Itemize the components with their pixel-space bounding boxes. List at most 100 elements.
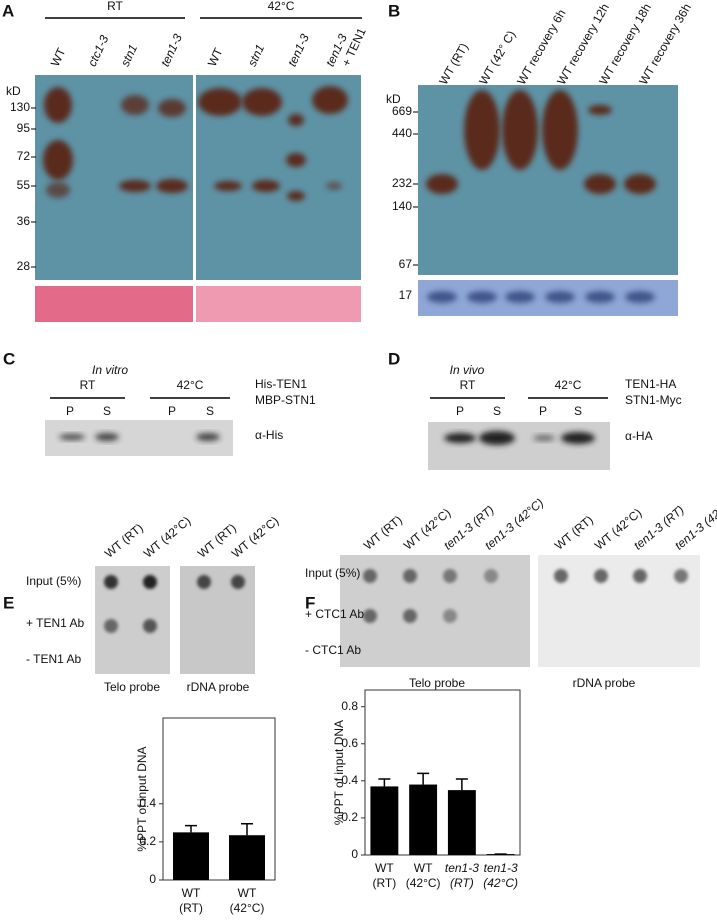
column-label: WT (42°C) <box>141 514 193 561</box>
marker-label: 67 <box>399 257 413 271</box>
row-label: + CTC1 Ab <box>305 607 364 621</box>
y-tick-label: 0 <box>351 847 358 861</box>
band <box>479 431 515 445</box>
band <box>545 291 575 303</box>
row-label: - CTC1 Ab <box>305 643 361 657</box>
x-tick-label: ten1-3 <box>484 861 518 875</box>
marker-label: 17 <box>399 288 413 302</box>
x-tick-label: WT <box>238 886 257 900</box>
lane-label: S <box>574 404 582 418</box>
y-tick-label: 0.4 <box>341 773 358 787</box>
bar <box>173 832 209 880</box>
ponceau-a-42 <box>196 286 361 322</box>
band <box>196 433 220 441</box>
band <box>158 99 186 117</box>
marker-label: 72 <box>17 149 31 163</box>
panel-label: E <box>3 593 14 612</box>
band <box>119 180 151 192</box>
construct-label: MBP-STN1 <box>255 393 316 407</box>
band <box>252 180 280 192</box>
group-label: 42°C <box>177 378 204 392</box>
marker-label: 669 <box>392 104 412 118</box>
probe-label: Telo probe <box>104 680 160 694</box>
bar <box>409 784 438 855</box>
band <box>505 291 535 303</box>
marker-label: 130 <box>10 100 30 114</box>
bar <box>447 790 476 855</box>
lane-label: WT <box>48 45 69 68</box>
error-bar <box>417 772 430 785</box>
band <box>286 153 306 167</box>
dot <box>554 569 568 583</box>
marker-unit: kD <box>386 92 401 106</box>
row-label: - TEN1 Ab <box>26 652 81 666</box>
x-tick-label: WT <box>182 886 201 900</box>
plot-frame <box>364 689 521 856</box>
row-label: Input (5%) <box>26 574 81 588</box>
y-tick-label: 0.6 <box>341 736 358 750</box>
marker-label: 95 <box>17 121 31 135</box>
divider <box>193 75 196 322</box>
band <box>533 435 555 441</box>
band <box>198 88 242 116</box>
blot-d <box>428 422 610 470</box>
band <box>214 181 242 191</box>
lane-label: WT (42° C) <box>476 28 518 87</box>
panel-label: B <box>388 1 400 20</box>
blot-bands <box>43 86 688 633</box>
x-tick-label: (RT) <box>372 876 396 890</box>
marker-label: 440 <box>392 126 412 140</box>
group-label: 42°C <box>555 378 582 392</box>
marker-unit: kD <box>6 84 21 98</box>
x-tick-label: ten1-3 <box>445 861 479 875</box>
group-label: RT <box>460 378 476 392</box>
band <box>427 291 457 303</box>
marker-label: 140 <box>392 199 412 213</box>
error-bar <box>455 778 468 791</box>
y-tick-label: 0.2 <box>341 810 358 824</box>
lane-label: P <box>539 404 547 418</box>
column-label: WT (RT) <box>102 521 146 561</box>
x-tick-label: (RT) <box>450 876 474 890</box>
band <box>561 432 595 444</box>
panel-label: A <box>2 1 14 20</box>
lane-label: S <box>103 404 111 418</box>
column-label: WT (42°C) <box>229 514 281 561</box>
y-tick-label: 0 <box>149 872 156 886</box>
band <box>156 179 188 193</box>
band <box>43 140 73 180</box>
band <box>502 90 538 170</box>
y-tick-label: 0.4 <box>139 796 156 810</box>
dot <box>197 575 211 589</box>
probe-label: Telo probe <box>409 676 465 690</box>
lane-label: P <box>168 404 176 418</box>
construct-label: TEN1-HA <box>625 377 676 391</box>
dot <box>363 609 377 623</box>
x-tick-label: WT <box>414 861 433 875</box>
antibody-label: α-HA <box>625 429 653 443</box>
band <box>59 434 85 440</box>
y-axis-label: %PPT of input DNA <box>332 720 346 825</box>
x-tick-label: WT <box>375 861 394 875</box>
group-label: RT <box>80 378 96 392</box>
marker-label: 55 <box>17 178 31 192</box>
error-bar <box>241 823 253 836</box>
y-tick-label: 0.8 <box>341 699 358 713</box>
band <box>588 105 612 115</box>
lane-label: P <box>66 404 74 418</box>
x-tick-label: (42°C) <box>483 876 518 890</box>
group-label: 42°C <box>268 0 295 13</box>
band <box>584 174 616 194</box>
band <box>444 433 476 443</box>
dot <box>633 569 647 583</box>
dot <box>484 569 498 583</box>
plot-frame <box>162 717 276 881</box>
dot <box>403 609 417 623</box>
lane-label: ten1-3 <box>285 32 312 69</box>
band <box>585 291 615 303</box>
probe-label: rDNA probe <box>573 676 636 690</box>
band <box>121 95 149 115</box>
panel-label: D <box>388 349 400 368</box>
error-bar <box>378 778 391 787</box>
